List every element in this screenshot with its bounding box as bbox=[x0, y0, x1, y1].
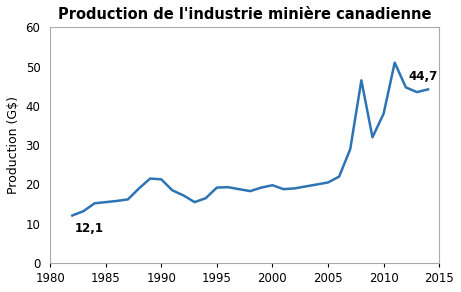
Y-axis label: Production (G$): Production (G$) bbox=[7, 96, 20, 194]
Title: Production de l'industrie minière canadienne: Production de l'industrie minière canadi… bbox=[58, 7, 431, 22]
Text: 12,1: 12,1 bbox=[75, 222, 104, 234]
Text: 44,7: 44,7 bbox=[408, 70, 437, 83]
